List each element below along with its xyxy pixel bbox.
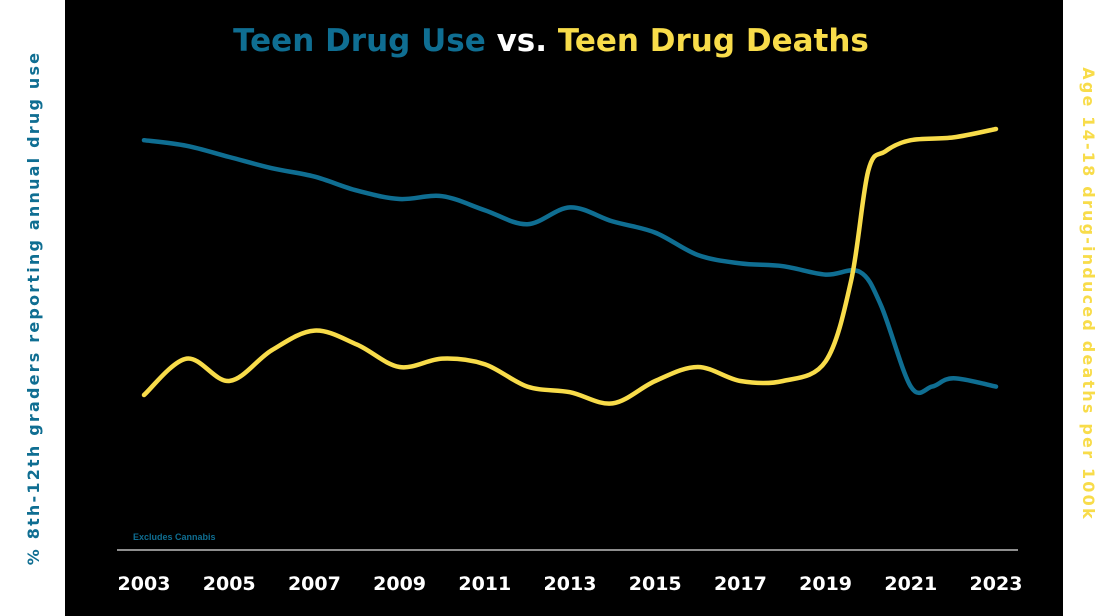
y-axis-left-title: % 8th-12th graders reporting annual drug… [24,51,43,566]
x-tick-label: 2003 [118,573,171,595]
x-tick-label: 2011 [458,573,511,595]
series-line-teen-drug-deaths [141,126,999,406]
x-tick-label: 2019 [799,573,852,595]
chart-title: Teen Drug Use vs. Teen Drug Deaths [233,23,869,59]
series-layer [141,126,999,406]
x-tick-label: 2007 [288,573,341,595]
excludes-cannabis-note: Excludes Cannabis [133,532,216,542]
y-axis-right-title: Age 14-18 drug-induced deaths per 100k [1079,67,1098,521]
title-part-use: Teen Drug Use [233,23,486,59]
x-tick-label: 2021 [884,573,937,595]
plot-background [65,0,1063,616]
x-tick-label: 2005 [203,573,256,595]
x-tick-label: 2009 [373,573,426,595]
title-part-vs: vs. [486,23,558,59]
x-tick-label: 2015 [629,573,682,595]
x-tick-label: 2017 [714,573,767,595]
title-part-deaths: Teen Drug Deaths [558,23,869,59]
x-tick-label: 2013 [544,573,597,595]
series-line-teen-drug-use [141,137,999,396]
x-tick-label: 2023 [970,573,1023,595]
x-tick-labels: 2003 2005 2007 2009 2011 2013 2015 2017 2019 2021… [118,573,1023,595]
